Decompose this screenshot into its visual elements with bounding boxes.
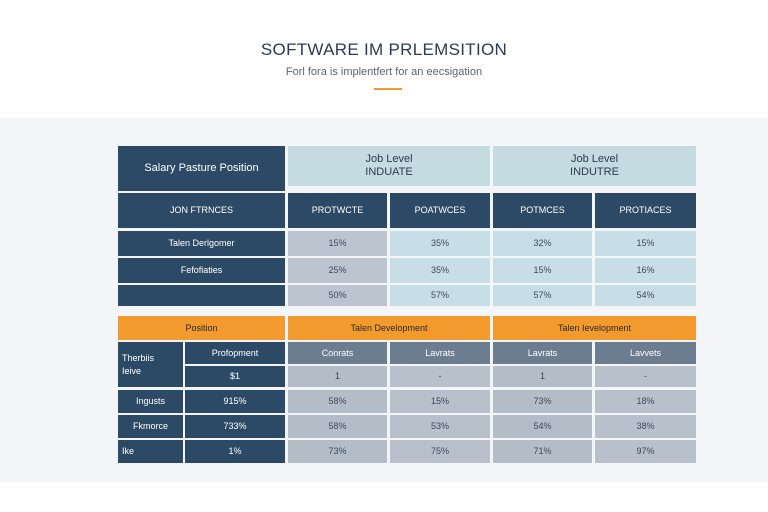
group-header-line2: INDUTRE	[570, 166, 619, 178]
bottom-table-subheader: Therbiis Ieive	[118, 342, 183, 387]
bottom-table-cell: 97%	[595, 440, 696, 463]
page-subtitle: Forl fora is implentfert for an eecsigat…	[285, 66, 483, 78]
top-table-row-header: JON FTRNCES	[118, 193, 285, 228]
bottom-table-cell: -	[390, 366, 490, 387]
bottom-table-cell: 15%	[390, 390, 490, 413]
bottom-table-cell: 73%	[288, 440, 387, 463]
top-table-cell: 50%	[288, 285, 387, 306]
bottom-table-cell: 58%	[288, 390, 387, 413]
top-table-cell: 35%	[390, 258, 490, 283]
bottom-table-row-label: Ike	[118, 440, 183, 463]
bottom-table-cell: 54%	[493, 415, 592, 438]
bottom-table-cell: 75%	[390, 440, 490, 463]
bottom-table-cell: 73%	[493, 390, 592, 413]
bottom-table-mid-cell: $1	[185, 366, 285, 387]
bottom-table-column-header: Lavvets	[595, 342, 696, 364]
bottom-table-mid-cell: 915%	[185, 390, 285, 413]
top-table-row-label	[118, 285, 285, 306]
top-table-group-header: Job Level INDUTRE	[493, 146, 696, 186]
top-table-cell: 54%	[595, 285, 696, 306]
top-table-cell: 16%	[595, 258, 696, 283]
bottom-table-row-label: Ingusts	[118, 390, 183, 413]
top-table-column-header: PROTIACES	[595, 193, 696, 228]
bottom-table-column-header: Lavrats	[493, 342, 592, 364]
top-table-column-header: PROTWCTE	[288, 193, 387, 228]
bottom-table-subheader: Profopment	[185, 342, 285, 364]
group-header-line2: INDUATE	[365, 166, 413, 178]
top-table-cell: 35%	[390, 231, 490, 256]
top-table-cell: 15%	[288, 231, 387, 256]
bottom-table-cell: 53%	[390, 415, 490, 438]
top-table-group-header: Job Level INDUATE	[288, 146, 490, 186]
group-header-line1: Job Level	[570, 153, 619, 165]
bottom-table-mid-cell: 733%	[185, 415, 285, 438]
bottom-table-row-label: Fkmorce	[118, 415, 183, 438]
bottom-table-mid-cell: 1%	[185, 440, 285, 463]
bottom-table-header: Position	[118, 316, 285, 340]
bottom-table-column-header: Lavrats	[390, 342, 490, 364]
bottom-table-cell: 38%	[595, 415, 696, 438]
bottom-table-group-header: Talen Ievelopment	[493, 316, 696, 340]
top-table-cell: 25%	[288, 258, 387, 283]
top-table-cell: 57%	[493, 285, 592, 306]
top-table-cell: 57%	[390, 285, 490, 306]
top-table-cell: 32%	[493, 231, 592, 256]
bottom-table-cell: 1	[288, 366, 387, 387]
bottom-table-cell: 71%	[493, 440, 592, 463]
bottom-table-cell: 1	[493, 366, 592, 387]
bottom-table-cell: -	[595, 366, 696, 387]
top-table-column-header: POATWCES	[390, 193, 490, 228]
bottom-table-group-header: Talen Development	[288, 316, 490, 340]
top-table-row-label: Fefofiaties	[118, 258, 285, 283]
top-table-column-header: POTMCES	[493, 193, 592, 228]
group-header-line1: Job Level	[365, 153, 413, 165]
top-table-corner-header: Salary Pasture Position	[118, 146, 285, 191]
bottom-table-cell: 58%	[288, 415, 387, 438]
bottom-table-cell: 18%	[595, 390, 696, 413]
bottom-table-column-header: Conrats	[288, 342, 387, 364]
top-table-cell: 15%	[595, 231, 696, 256]
top-table-row-label: Talen Derlgomer	[118, 231, 285, 256]
title-accent-line	[374, 88, 402, 90]
page-title: SOFTWARE IM PRLEMSITION	[260, 40, 508, 59]
top-table-cell: 15%	[493, 258, 592, 283]
